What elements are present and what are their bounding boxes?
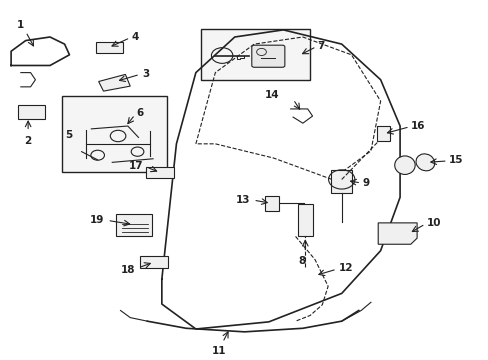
Text: 18: 18: [121, 265, 135, 275]
Text: 14: 14: [264, 90, 279, 100]
Polygon shape: [377, 223, 416, 244]
Text: 1: 1: [17, 20, 24, 30]
Text: 9: 9: [362, 178, 369, 188]
Bar: [376, 126, 389, 141]
Bar: [297, 204, 312, 237]
Text: 12: 12: [338, 264, 352, 274]
Text: 16: 16: [410, 121, 425, 131]
Text: 13: 13: [235, 195, 250, 205]
Bar: [140, 256, 168, 268]
Text: 15: 15: [448, 155, 463, 165]
Bar: [201, 29, 309, 80]
Bar: [116, 213, 152, 236]
Text: 6: 6: [136, 108, 143, 118]
Bar: [265, 196, 279, 211]
Text: 8: 8: [298, 256, 305, 266]
Text: 3: 3: [142, 69, 149, 80]
Text: 19: 19: [90, 215, 104, 225]
Text: 10: 10: [426, 218, 441, 228]
Text: 5: 5: [65, 130, 73, 140]
Bar: [146, 167, 174, 178]
FancyBboxPatch shape: [251, 45, 285, 67]
Text: 4: 4: [131, 32, 139, 42]
Text: 11: 11: [211, 346, 226, 356]
Bar: [96, 42, 122, 53]
FancyBboxPatch shape: [19, 105, 45, 119]
Bar: [330, 170, 352, 193]
Text: 17: 17: [128, 161, 143, 171]
Ellipse shape: [394, 156, 414, 175]
Polygon shape: [99, 75, 130, 91]
Text: 7: 7: [317, 41, 324, 50]
Ellipse shape: [415, 154, 434, 171]
Text: 2: 2: [24, 136, 32, 146]
Bar: [62, 96, 166, 172]
